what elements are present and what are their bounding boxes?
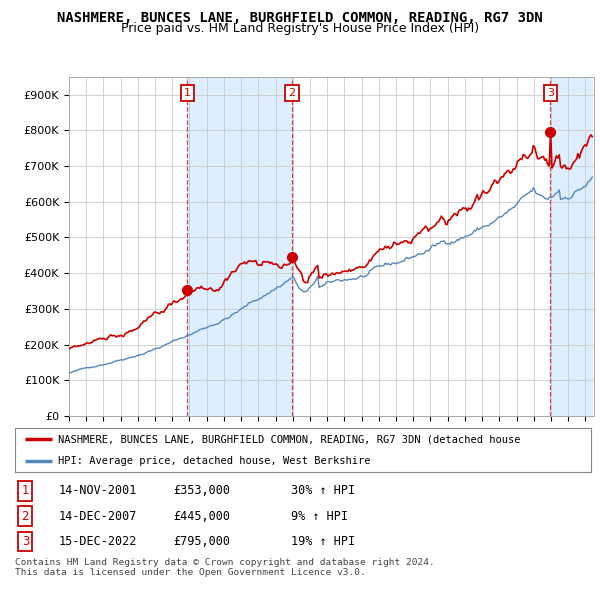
Bar [550,77,592,416]
Text: 19% ↑ HPI: 19% ↑ HPI [292,535,356,548]
Text: £795,000: £795,000 [173,535,230,548]
Text: 9% ↑ HPI: 9% ↑ HPI [292,510,349,523]
Text: 14-NOV-2001: 14-NOV-2001 [58,484,137,497]
Text: 14-DEC-2007: 14-DEC-2007 [58,510,137,523]
Text: 15-DEC-2022: 15-DEC-2022 [58,535,137,548]
Text: 30% ↑ HPI: 30% ↑ HPI [292,484,356,497]
Text: £353,000: £353,000 [173,484,230,497]
Text: HPI: Average price, detached house, West Berkshire: HPI: Average price, detached house, West… [58,456,371,466]
Bar [187,77,292,416]
Text: 2: 2 [22,510,29,523]
Text: 1: 1 [184,88,191,98]
Text: £445,000: £445,000 [173,510,230,523]
Text: 3: 3 [22,535,29,548]
Text: 2: 2 [289,88,295,98]
Text: 1: 1 [22,484,29,497]
Text: Price paid vs. HM Land Registry's House Price Index (HPI): Price paid vs. HM Land Registry's House … [121,22,479,35]
Text: NASHMERE, BUNCES LANE, BURGHFIELD COMMON, READING, RG7 3DN: NASHMERE, BUNCES LANE, BURGHFIELD COMMON… [57,11,543,25]
Text: Contains HM Land Registry data © Crown copyright and database right 2024.
This d: Contains HM Land Registry data © Crown c… [15,558,435,577]
Text: NASHMERE, BUNCES LANE, BURGHFIELD COMMON, READING, RG7 3DN (detached house: NASHMERE, BUNCES LANE, BURGHFIELD COMMON… [58,434,521,444]
Text: 3: 3 [547,88,554,98]
